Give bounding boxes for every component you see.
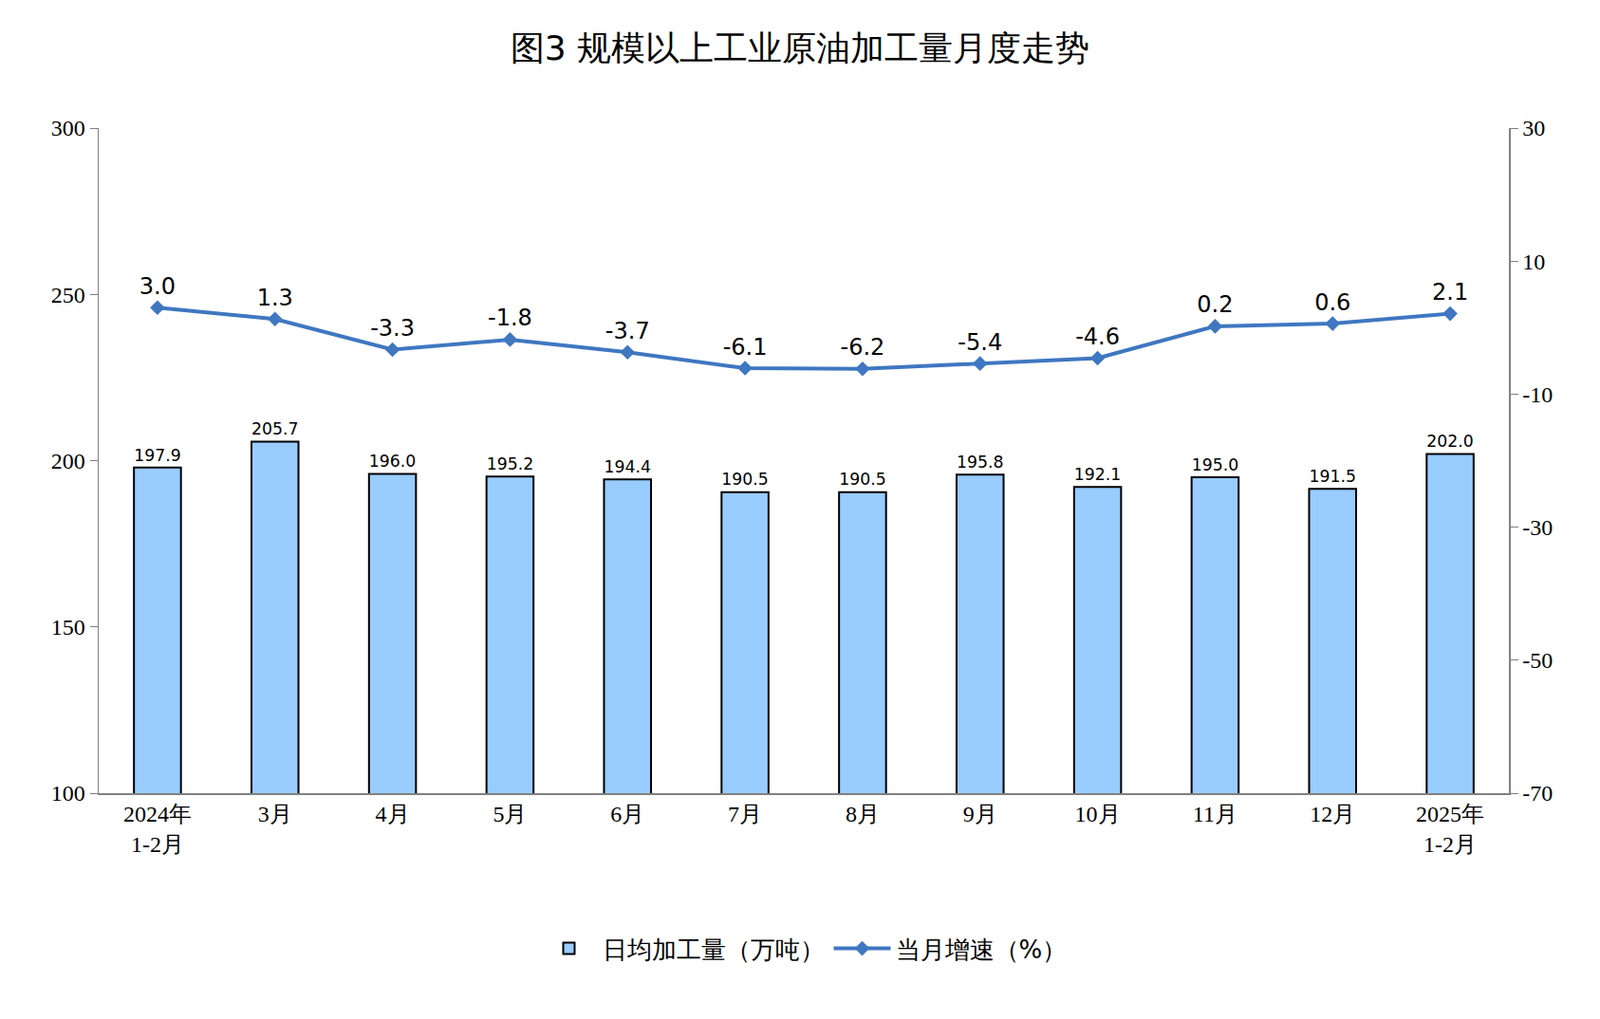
svg-text:-3.3: -3.3 [370,315,415,342]
svg-text:3月: 3月 [258,801,293,827]
svg-text:10: 10 [1522,249,1545,275]
svg-text:-70: -70 [1522,781,1553,806]
svg-text:202.0: 202.0 [1426,431,1473,451]
svg-text:2025年1-2月: 2025年1-2月 [1415,801,1485,856]
svg-text:11月: 11月 [1192,801,1238,827]
svg-text:195.0: 195.0 [1191,455,1239,475]
svg-text:191.5: 191.5 [1309,466,1357,486]
svg-text:-50: -50 [1522,648,1553,673]
svg-text:-1.8: -1.8 [487,304,533,332]
svg-text:196.0: 196.0 [369,451,416,471]
svg-text:197.9: 197.9 [133,446,181,466]
svg-text:200: 200 [51,448,86,474]
svg-text:2024年1-2月: 2024年1-2月 [123,801,192,856]
svg-text:-10: -10 [1522,382,1553,408]
svg-text:当月增速（%）: 当月增速（%） [895,935,1068,965]
svg-text:8月: 8月 [845,801,880,827]
svg-text:-3.7: -3.7 [605,317,651,345]
svg-text:-5.4: -5.4 [957,329,1003,356]
svg-text:-4.6: -4.6 [1075,323,1120,351]
svg-text:-6.2: -6.2 [840,334,886,361]
svg-text:150: 150 [51,614,86,640]
svg-text:30: 30 [1522,115,1545,141]
svg-text:3.0: 3.0 [139,273,176,300]
svg-text:日均加工量（万吨）: 日均加工量（万吨） [602,935,825,965]
svg-text:194.4: 194.4 [604,457,652,477]
svg-text:6月: 6月 [610,801,645,827]
svg-text:192.1: 192.1 [1074,465,1121,484]
svg-text:0.2: 0.2 [1196,291,1233,318]
svg-text:10月: 10月 [1075,801,1121,827]
svg-text:4月: 4月 [375,801,410,827]
svg-text:5月: 5月 [492,801,527,827]
svg-text:250: 250 [51,282,86,308]
svg-text:190.5: 190.5 [721,469,768,489]
svg-text:0.6: 0.6 [1314,289,1351,317]
svg-text:1.3: 1.3 [257,284,294,312]
svg-text:-6.1: -6.1 [723,334,768,361]
svg-text:205.7: 205.7 [251,419,298,439]
svg-text:195.2: 195.2 [486,454,534,474]
svg-text:300: 300 [51,115,86,141]
svg-text:-30: -30 [1522,515,1553,540]
svg-text:190.5: 190.5 [838,469,886,489]
svg-text:图3 规模以上工业原油加工量月度走势: 图3 规模以上工业原油加工量月度走势 [510,28,1090,68]
svg-text:7月: 7月 [727,801,763,827]
svg-text:100: 100 [51,781,86,806]
svg-text:9月: 9月 [963,801,998,827]
svg-text:195.8: 195.8 [956,452,1004,472]
svg-text:12月: 12月 [1309,801,1356,827]
svg-text:2.1: 2.1 [1432,279,1469,306]
